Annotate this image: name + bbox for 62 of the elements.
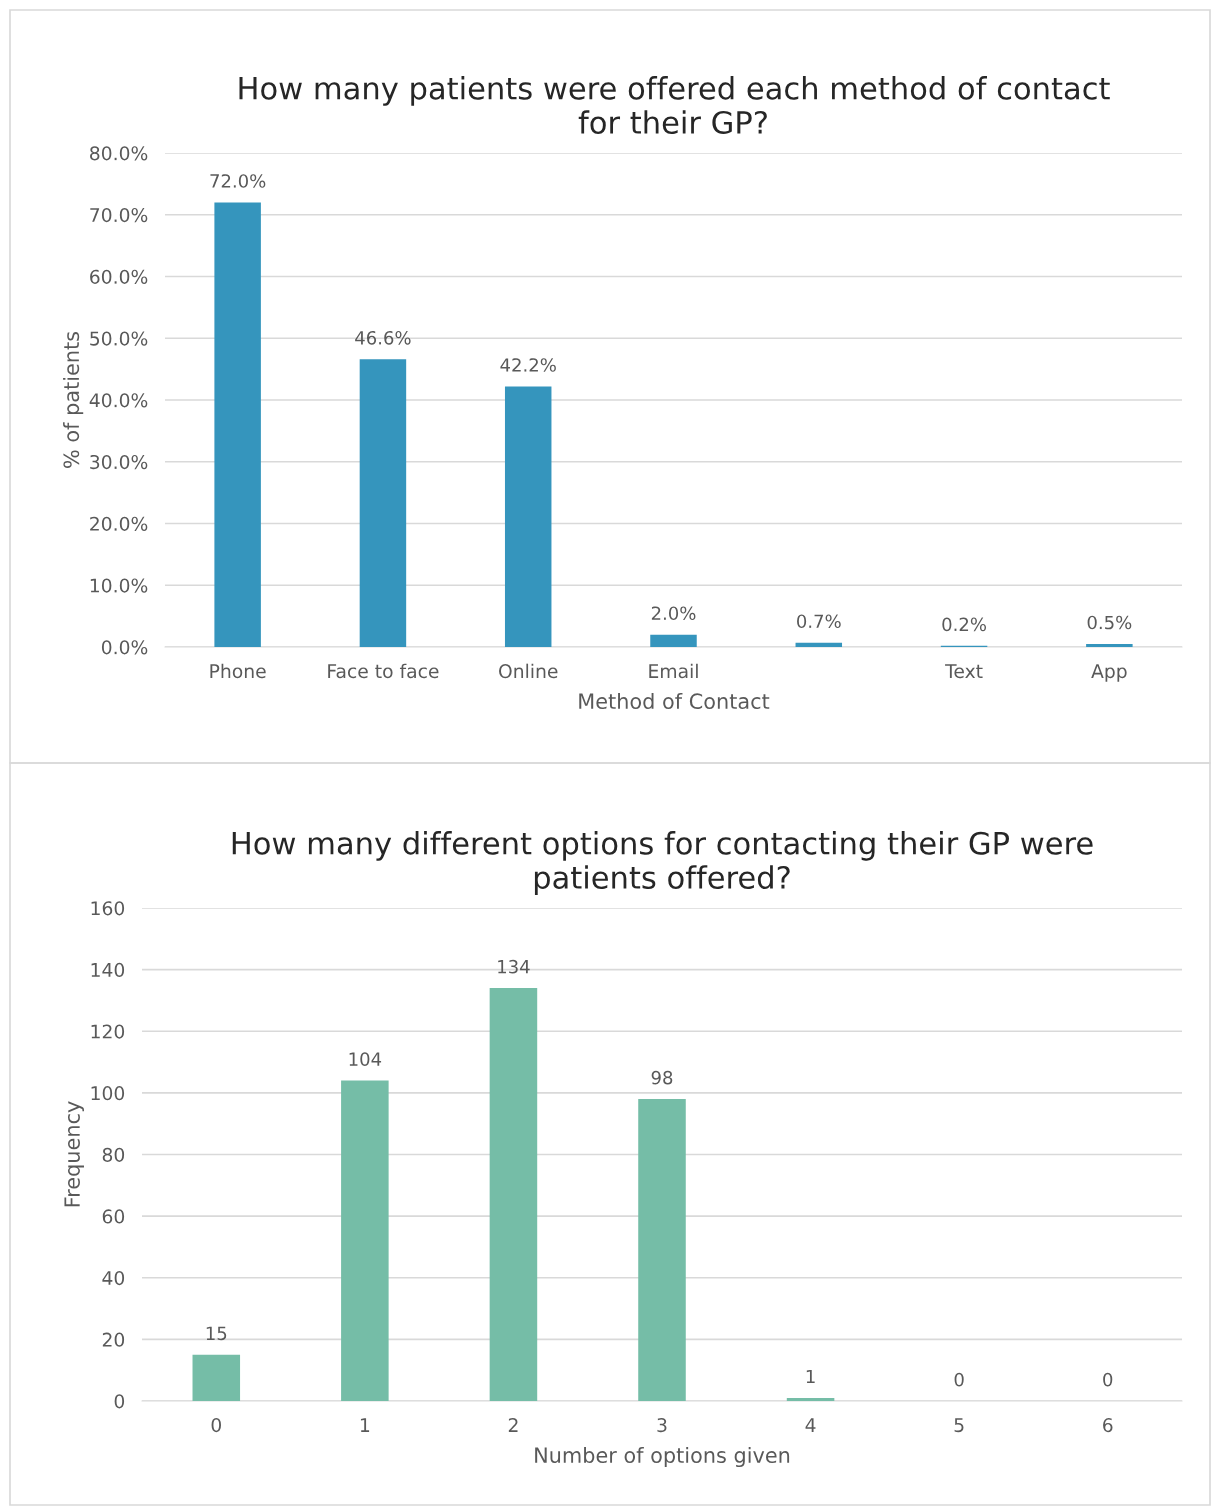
y-tick-label: 100 bbox=[91, 1086, 125, 1101]
y-axis-title: % of patients bbox=[63, 331, 84, 468]
y-tick-label: 0.0% bbox=[101, 640, 148, 655]
y-tick-label: 60 bbox=[102, 1209, 125, 1224]
y-tick-label: 0 bbox=[114, 1394, 125, 1409]
data-label: 0.5% bbox=[1087, 615, 1132, 630]
bar bbox=[214, 202, 261, 647]
y-tick-label: 80.0% bbox=[90, 146, 148, 161]
chart-title: How many patients were offered each method of contact for their GP? bbox=[239, 76, 1110, 134]
bar bbox=[786, 1397, 835, 1401]
x-tick-label: Face to face bbox=[328, 663, 439, 679]
data-label: 2.0% bbox=[651, 606, 696, 621]
bar bbox=[650, 634, 697, 647]
x-tick-label: Email bbox=[649, 663, 698, 679]
bar bbox=[341, 1080, 389, 1401]
y-tick-label: 60.0% bbox=[90, 269, 148, 284]
y-tick-label: 20.0% bbox=[90, 516, 148, 531]
x-tick-label: Phone bbox=[210, 663, 266, 679]
y-tick-label: 80 bbox=[102, 1147, 125, 1162]
data-label: 1 bbox=[806, 1369, 815, 1384]
x-tick-label: 5 bbox=[954, 1418, 964, 1433]
x-tick-label: App bbox=[1091, 664, 1127, 682]
bar bbox=[504, 386, 552, 647]
y-tick-label: 70.0% bbox=[90, 207, 148, 223]
bar bbox=[1086, 643, 1133, 647]
data-label: 0 bbox=[1103, 1372, 1113, 1387]
x-tick-label: 3 bbox=[657, 1418, 667, 1433]
bar bbox=[359, 359, 407, 647]
x-tick-label: Online bbox=[499, 663, 558, 679]
y-tick-label: 10.0% bbox=[90, 578, 148, 593]
x-tick-label: Text bbox=[945, 664, 983, 679]
y-tick-label: 40 bbox=[102, 1270, 125, 1286]
y-tick-label: 30.0% bbox=[90, 454, 148, 470]
data-label: 0.7% bbox=[797, 614, 841, 629]
x-axis-title: Number of options given bbox=[535, 1446, 790, 1468]
data-label: 98 bbox=[651, 1070, 673, 1085]
data-label: 104 bbox=[349, 1052, 382, 1066]
bar bbox=[638, 1099, 686, 1401]
y-tick-label: 40.0% bbox=[89, 393, 148, 408]
chart-title: How many different options for contacting their GP were patients offered? bbox=[232, 831, 1093, 895]
data-label: 134 bbox=[498, 959, 530, 974]
data-label: 0 bbox=[954, 1372, 964, 1387]
y-axis-title: Frequency bbox=[64, 1101, 84, 1207]
x-tick-label: 1 bbox=[360, 1418, 370, 1432]
data-label: 42.2% bbox=[500, 358, 556, 372]
x-tick-label: 4 bbox=[805, 1418, 816, 1432]
bar bbox=[192, 1354, 241, 1401]
x-tick-label: 2 bbox=[508, 1418, 518, 1432]
x-tick-label: 0 bbox=[211, 1418, 222, 1433]
y-tick-label: 120 bbox=[91, 1024, 125, 1039]
x-tick-label: 6 bbox=[1103, 1418, 1113, 1433]
y-tick-label: 140 bbox=[91, 962, 125, 978]
bar bbox=[795, 642, 843, 647]
data-label: 15 bbox=[206, 1326, 227, 1341]
data-label: 46.6% bbox=[355, 330, 411, 345]
data-label: 72.0% bbox=[210, 174, 266, 188]
y-tick-label: 50.0% bbox=[90, 331, 148, 346]
y-tick-label: 160 bbox=[91, 901, 125, 916]
bar bbox=[489, 988, 538, 1401]
y-tick-label: 20 bbox=[102, 1332, 125, 1347]
data-label: 0.2% bbox=[942, 617, 987, 632]
x-axis-title: Method of Contact bbox=[579, 692, 770, 710]
